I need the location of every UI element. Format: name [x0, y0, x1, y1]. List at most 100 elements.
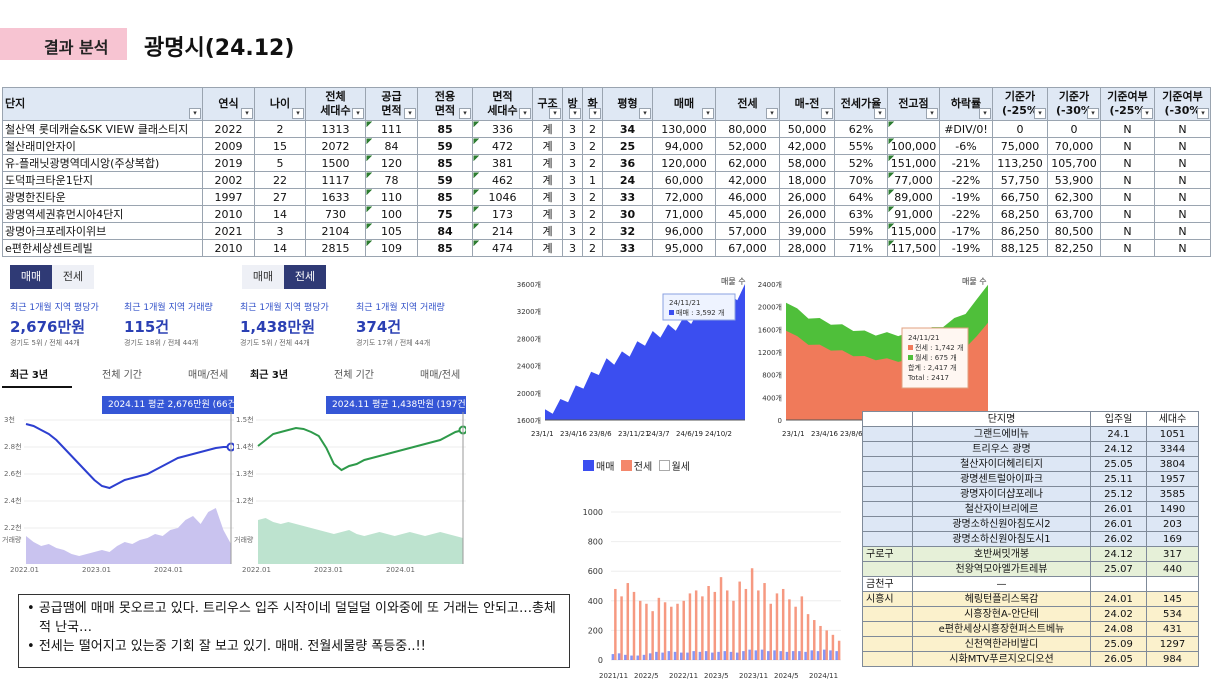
table-cell[interactable]: 89,000 [887, 188, 940, 206]
table-cell[interactable]: N [1154, 188, 1211, 206]
filter-dropdown-icon[interactable]: ▾ [639, 108, 651, 119]
table-cell[interactable]: 64% [834, 188, 888, 206]
table-cell[interactable]: 2 [582, 222, 603, 240]
table-cell[interactable]: 115,000 [887, 222, 940, 240]
table-cell[interactable]: -21% [939, 154, 993, 172]
table-cell[interactable]: N [1100, 239, 1155, 257]
table-cell[interactable]: 계 [532, 137, 563, 155]
table-cell[interactable]: 472 [472, 137, 533, 155]
table-cell[interactable]: 계 [532, 239, 563, 257]
table-cell[interactable]: 22 [254, 171, 306, 189]
table-cell[interactable]: 3 [562, 188, 583, 206]
table-cell[interactable]: 철산역 롯데캐슬&SK VIEW 클래스티지 [2, 120, 203, 138]
table-cell[interactable]: -19% [939, 188, 993, 206]
table-cell[interactable]: 77,000 [887, 171, 940, 189]
tab-sale-rent[interactable]: 매매/전세 [188, 370, 229, 381]
table-cell[interactable]: -17% [939, 222, 993, 240]
table-cell[interactable]: 730 [305, 205, 366, 223]
table-cell[interactable]: 84 [365, 137, 418, 155]
table-cell[interactable]: 60,000 [652, 171, 716, 189]
table-cell[interactable]: 1046 [472, 188, 533, 206]
table-cell[interactable]: 2010 [202, 205, 255, 223]
filter-dropdown-icon[interactable]: ▾ [1197, 108, 1209, 119]
table-cell[interactable]: -22% [939, 205, 993, 223]
tab-sale[interactable]: 매매 [10, 265, 52, 289]
table-cell[interactable]: N [1100, 154, 1155, 172]
table-cell[interactable]: 33 [602, 239, 653, 257]
table-cell[interactable]: N [1154, 171, 1211, 189]
table-cell[interactable]: 130,000 [652, 120, 716, 138]
table-cell[interactable]: 2 [582, 188, 603, 206]
filter-dropdown-icon[interactable]: ▾ [404, 108, 416, 119]
table-cell[interactable]: 173 [472, 205, 533, 223]
table-cell[interactable]: 70,000 [1047, 137, 1101, 155]
table-cell[interactable]: -19% [939, 239, 993, 257]
table-cell[interactable]: 45,000 [715, 205, 780, 223]
tab-sale[interactable]: 매매 [242, 265, 284, 289]
table-cell[interactable]: 105,700 [1047, 154, 1101, 172]
table-cell[interactable]: 2104 [305, 222, 366, 240]
table-cell[interactable]: 광명아크포레자이위브 [2, 222, 203, 240]
table-cell[interactable]: 26,000 [779, 188, 835, 206]
table-cell[interactable]: 1117 [305, 171, 366, 189]
table-cell[interactable]: 59 [417, 171, 473, 189]
table-cell[interactable]: 2002 [202, 171, 255, 189]
table-cell[interactable]: 80,500 [1047, 222, 1101, 240]
table-cell[interactable]: 14 [254, 239, 306, 257]
table-cell[interactable]: 3 [562, 120, 583, 138]
table-cell[interactable]: 25 [602, 137, 653, 155]
table-cell[interactable]: 26,000 [779, 205, 835, 223]
table-cell[interactable]: 14 [254, 205, 306, 223]
table-cell[interactable]: 15 [254, 137, 306, 155]
table-cell[interactable]: 34 [602, 120, 653, 138]
filter-dropdown-icon[interactable]: ▾ [1034, 108, 1046, 119]
table-cell[interactable]: #DIV/0! [939, 120, 993, 138]
table-cell[interactable]: 78 [365, 171, 418, 189]
filter-dropdown-icon[interactable]: ▾ [241, 108, 253, 119]
table-cell[interactable]: 336 [472, 120, 533, 138]
table-cell[interactable]: 철산래미안자이 [2, 137, 203, 155]
table-cell[interactable]: 42,000 [779, 137, 835, 155]
table-cell[interactable]: N [1154, 154, 1211, 172]
table-cell[interactable]: 70% [834, 171, 888, 189]
filter-dropdown-icon[interactable]: ▾ [1141, 108, 1153, 119]
table-cell[interactable]: N [1154, 205, 1211, 223]
table-cell[interactable]: 111 [365, 120, 418, 138]
table-cell[interactable]: 2019 [202, 154, 255, 172]
table-cell[interactable]: 2072 [305, 137, 366, 155]
tab-all-period[interactable]: 전체 기간 [102, 370, 142, 381]
table-cell[interactable]: -6% [939, 137, 993, 155]
table-cell[interactable]: 58,000 [779, 154, 835, 172]
filter-dropdown-icon[interactable]: ▾ [519, 108, 531, 119]
table-cell[interactable]: 57,750 [992, 171, 1048, 189]
table-cell[interactable]: 30 [602, 205, 653, 223]
table-cell[interactable]: 0 [1047, 120, 1101, 138]
table-cell[interactable]: 3 [562, 171, 583, 189]
table-cell[interactable]: 100,000 [887, 137, 940, 155]
table-cell[interactable]: 2022 [202, 120, 255, 138]
table-cell[interactable]: 75 [417, 205, 473, 223]
table-cell[interactable]: 94,000 [652, 137, 716, 155]
table-cell[interactable]: 85 [417, 154, 473, 172]
filter-dropdown-icon[interactable]: ▾ [549, 108, 561, 119]
table-cell[interactable]: N [1100, 171, 1155, 189]
table-cell[interactable]: 84 [417, 222, 473, 240]
table-cell[interactable]: 86,250 [992, 222, 1048, 240]
filter-dropdown-icon[interactable]: ▾ [821, 108, 833, 119]
table-cell[interactable]: 18,000 [779, 171, 835, 189]
table-cell[interactable]: 63% [834, 205, 888, 223]
table-cell[interactable]: 계 [532, 171, 563, 189]
table-cell[interactable]: 계 [532, 205, 563, 223]
table-cell[interactable]: 2 [582, 205, 603, 223]
table-cell[interactable]: 1633 [305, 188, 366, 206]
table-cell[interactable]: 계 [532, 188, 563, 206]
table-cell[interactable]: 39,000 [779, 222, 835, 240]
table-cell[interactable]: 52,000 [715, 137, 780, 155]
table-cell[interactable]: 71,000 [652, 205, 716, 223]
table-cell[interactable]: 381 [472, 154, 533, 172]
filter-dropdown-icon[interactable]: ▾ [189, 108, 201, 119]
table-cell[interactable]: N [1100, 188, 1155, 206]
table-cell[interactable]: 63,700 [1047, 205, 1101, 223]
table-cell[interactable]: 5 [254, 154, 306, 172]
filter-dropdown-icon[interactable]: ▾ [979, 108, 991, 119]
